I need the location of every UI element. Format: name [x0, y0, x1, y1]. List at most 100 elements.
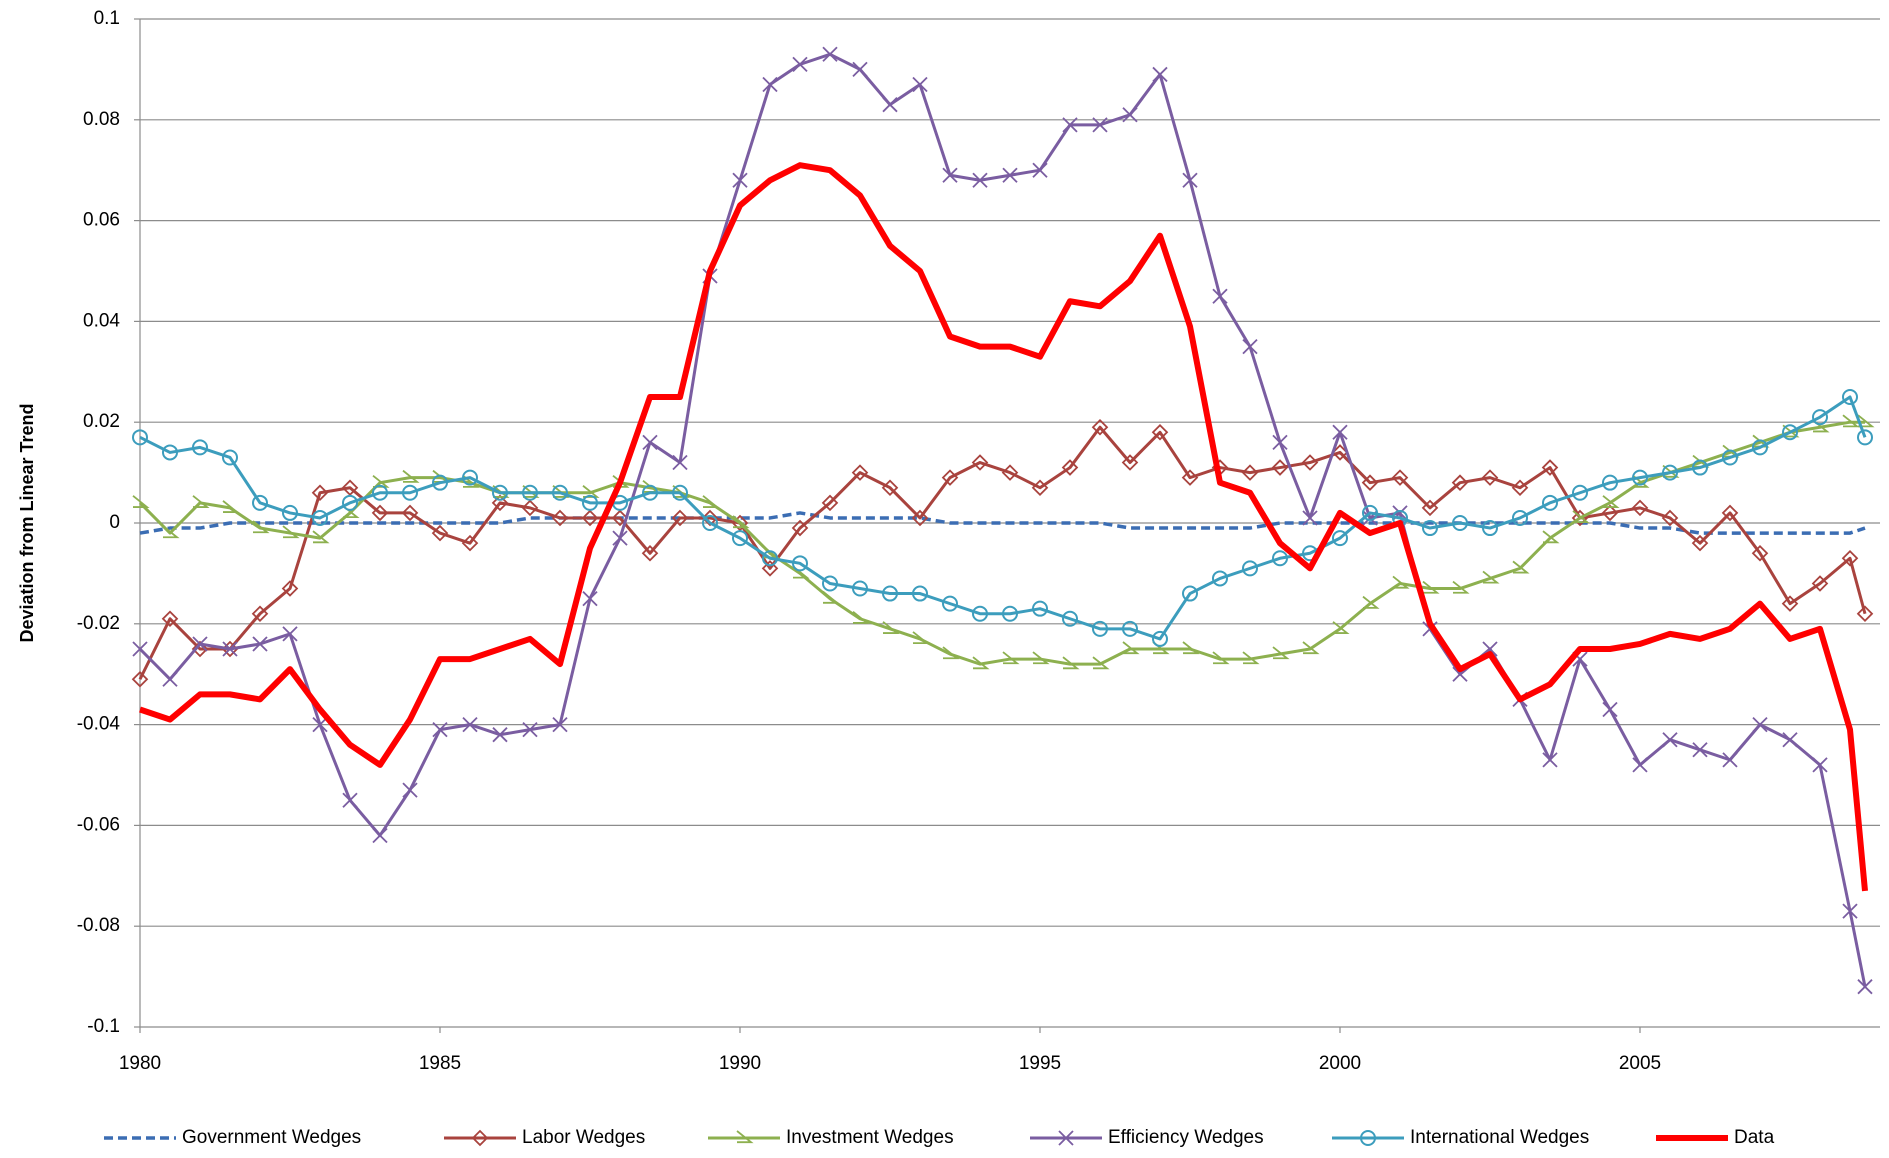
marker-cross [1542, 752, 1558, 768]
marker-diamond [1061, 459, 1079, 476]
marker-circle [942, 595, 958, 612]
marker-diamond [491, 494, 509, 512]
series-line [139, 162, 1868, 892]
marker-diamond [551, 509, 569, 527]
marker-circle [282, 504, 298, 521]
marker-diamond [671, 509, 689, 527]
y-tick-label: -0.06 [77, 814, 120, 835]
marker-triangle [1062, 656, 1080, 670]
marker-circle [1360, 1130, 1376, 1146]
marker-diamond [521, 499, 539, 517]
marker-circle [402, 484, 418, 501]
marker-cross [1122, 107, 1138, 123]
marker-triangle [282, 525, 300, 539]
marker-diamond [461, 534, 479, 552]
marker-circle [1062, 610, 1078, 627]
marker-circle [1602, 474, 1618, 491]
legend-label: Data [1734, 1127, 1775, 1148]
marker-circle [822, 575, 838, 592]
marker-diamond [611, 509, 629, 527]
marker-triangle [732, 515, 750, 529]
series-line [139, 395, 1867, 641]
marker-cross [942, 167, 958, 183]
marker-diamond [1361, 474, 1379, 491]
marker-circle [162, 444, 178, 461]
marker-triangle [912, 631, 930, 645]
marker-cross [1152, 66, 1168, 83]
marker-diamond [1661, 509, 1679, 527]
marker-cross [792, 56, 808, 72]
marker-diamond [311, 484, 329, 502]
y-tick-label: -0.02 [77, 613, 120, 634]
marker-diamond [1241, 464, 1259, 481]
marker-triangle [702, 495, 720, 508]
marker-diamond [851, 464, 869, 481]
marker-cross [1002, 167, 1018, 183]
x-tick-label: 1985 [419, 1053, 461, 1074]
marker-diamond [701, 509, 719, 527]
marker-cross [1692, 742, 1708, 758]
marker-diamond [761, 560, 779, 577]
marker-triangle [1182, 641, 1200, 655]
marker-cross [582, 590, 598, 607]
marker-circle [1332, 530, 1348, 547]
marker-triangle [522, 485, 540, 498]
marker-diamond [161, 610, 179, 628]
marker-cross [1302, 510, 1318, 526]
marker-cross [1272, 434, 1288, 450]
marker-circle [582, 494, 598, 511]
legend-label: Labor Wedges [522, 1127, 645, 1148]
marker-cross [222, 641, 238, 657]
y-tick-label: 0 [109, 512, 120, 533]
marker-triangle [1092, 656, 1110, 670]
marker-cross [462, 716, 478, 733]
marker-cross [1632, 757, 1648, 773]
marker-triangle [1782, 424, 1800, 438]
marker-cross [1332, 424, 1348, 440]
marker-diamond [1781, 595, 1799, 612]
y-tick-label: -0.08 [77, 915, 120, 936]
marker-triangle [132, 495, 150, 508]
marker-triangle [1212, 651, 1230, 665]
marker-circle [1812, 409, 1828, 426]
marker-diamond [1721, 504, 1739, 522]
marker-triangle [1392, 575, 1410, 589]
marker-diamond [1601, 504, 1619, 522]
series-line [138, 425, 1867, 680]
marker-circle [1482, 520, 1498, 537]
marker-cross [1752, 716, 1768, 733]
marker-circle [792, 555, 808, 572]
marker-cross [342, 792, 358, 808]
marker-diamond [1181, 469, 1199, 486]
marker-diamond [821, 494, 839, 512]
marker-circle [702, 515, 718, 531]
marker-triangle [882, 621, 900, 634]
y-tick-label: 0.04 [83, 310, 120, 331]
marker-diamond [1751, 544, 1769, 562]
marker-circle [972, 605, 988, 622]
marker-diamond [281, 580, 299, 597]
series-line [139, 511, 1866, 535]
marker-diamond [1631, 499, 1649, 517]
y-tick-label: 0.06 [83, 210, 120, 231]
x-tick-label: 2000 [1319, 1053, 1361, 1074]
marker-cross [132, 641, 148, 657]
marker-diamond [581, 509, 599, 527]
marker-triangle [1512, 560, 1530, 574]
marker-triangle [1362, 595, 1380, 609]
marker-cross [822, 46, 838, 62]
marker-circle [222, 449, 238, 466]
marker-diamond [641, 544, 659, 562]
marker-circle [1572, 484, 1588, 501]
marker-circle [312, 509, 328, 526]
marker-triangle [1542, 530, 1560, 544]
y-tick-label: 0.1 [94, 8, 120, 29]
y-tick-label: -0.04 [77, 714, 121, 735]
marker-triangle [852, 611, 870, 624]
marker-circle [1122, 620, 1138, 637]
legend-label: Efficiency Wedges [1108, 1127, 1264, 1148]
marker-diamond [1121, 454, 1139, 471]
marker-circle [1842, 389, 1858, 405]
y-tick-label: -0.1 [87, 1016, 120, 1037]
marker-triangle [402, 469, 420, 483]
